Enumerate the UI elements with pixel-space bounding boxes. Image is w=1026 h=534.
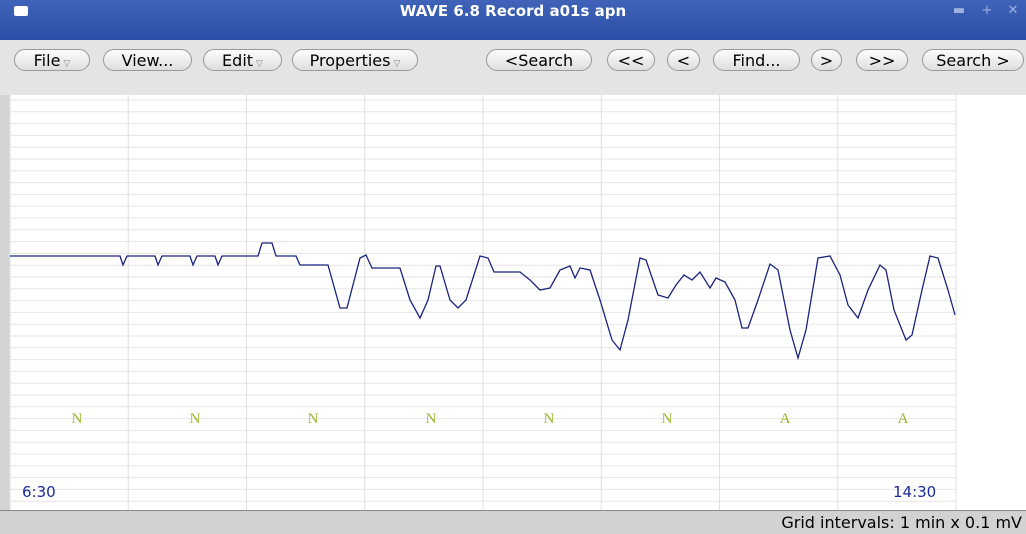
- left-border: [0, 95, 10, 510]
- fast-back-button[interactable]: <<: [607, 49, 655, 71]
- beat-annotation: N: [426, 411, 437, 427]
- plot-background: [0, 95, 1026, 510]
- button-label: Search >: [936, 51, 1010, 70]
- view-button[interactable]: View...: [103, 49, 192, 71]
- toolbar: File ▽ View... Edit ▽ Properties ▽ <Search …: [0, 40, 1026, 95]
- button-label: Properties: [309, 51, 391, 70]
- dropdown-icon: ▽: [393, 59, 401, 69]
- button-label: >: [819, 51, 834, 70]
- forward-button[interactable]: >: [811, 49, 842, 71]
- window-menu[interactable]: [14, 6, 28, 16]
- fast-forward-button[interactable]: >>: [856, 49, 908, 71]
- back-button[interactable]: <: [667, 49, 700, 71]
- button-label: <: [676, 51, 691, 70]
- button-label: Find...: [732, 51, 781, 70]
- window-title: WAVE 6.8 Record a01s apn: [399, 2, 627, 20]
- ecg-waveform: [10, 242, 956, 361]
- maximize[interactable]: +: [981, 3, 993, 18]
- button-label: >>: [868, 51, 896, 70]
- minimize[interactable]: ▬: [952, 3, 966, 18]
- beat-annotation: A: [898, 411, 909, 427]
- button-label: <Search: [504, 51, 574, 70]
- beat-annotation: N: [72, 411, 83, 427]
- button-label: <<: [617, 51, 645, 70]
- button-label: File: [33, 51, 61, 70]
- dropdown-icon: ▽: [256, 59, 263, 69]
- search-forward-button[interactable]: Search >: [922, 49, 1024, 71]
- beat-annotation: N: [544, 411, 555, 427]
- dropdown-icon: ▽: [63, 59, 71, 69]
- time-end: 14:30: [893, 483, 936, 501]
- beat-annotation: A: [780, 411, 791, 427]
- edit-menu[interactable]: Edit ▽: [203, 49, 282, 71]
- button-label: View...: [121, 51, 174, 70]
- find-button[interactable]: Find...: [713, 49, 800, 71]
- beat-annotation: N: [662, 411, 673, 427]
- status-bar: Grid intervals: 1 min x 0.1 mV: [0, 510, 1026, 534]
- beat-annotation: N: [308, 411, 319, 427]
- time-start: 6:30: [22, 483, 56, 501]
- file-menu[interactable]: File ▽: [14, 49, 90, 71]
- signal-window: N N N N N N A A 6:30 14:30: [0, 95, 1026, 510]
- search-back-button[interactable]: <Search: [486, 49, 592, 71]
- status-text: Grid intervals: 1 min x 0.1 mV: [781, 513, 1022, 532]
- button-label: Edit: [222, 51, 254, 70]
- beat-annotation: N: [190, 411, 201, 427]
- grid: [9, 95, 957, 510]
- close[interactable]: ✕: [1007, 3, 1019, 18]
- title-bar: WAVE 6.8 Record a01s apn ▬ + ✕: [0, 0, 1026, 40]
- properties-menu[interactable]: Properties ▽: [292, 49, 418, 71]
